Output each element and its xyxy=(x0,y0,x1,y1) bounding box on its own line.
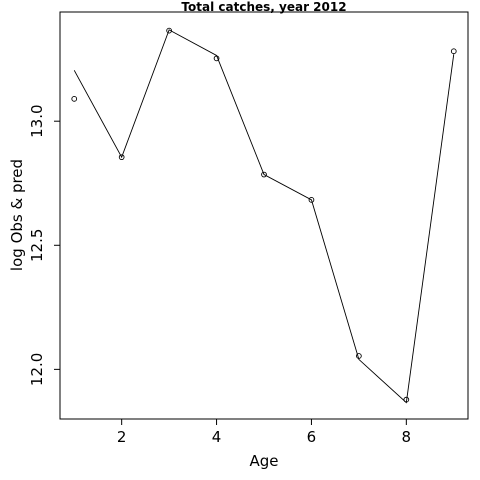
plot-frame xyxy=(59,11,469,420)
x-axis: 2 4 6 8 xyxy=(117,418,412,446)
x-tick-label: 2 xyxy=(117,428,127,446)
data-point xyxy=(166,27,172,34)
x-tick-label: 6 xyxy=(307,428,317,446)
data-point xyxy=(118,154,125,161)
data-point xyxy=(261,171,267,178)
x-axis-title: Age xyxy=(249,452,278,470)
chart-title: Total catches, year 2012 xyxy=(181,0,346,14)
y-axis-title: log Obs & pred xyxy=(8,159,26,271)
y-tick-label: 12.5 xyxy=(28,229,46,262)
y-axis: 12.0 12.5 13.0 xyxy=(28,104,61,386)
data-point xyxy=(71,96,78,102)
data-point xyxy=(308,197,315,203)
data-point xyxy=(450,48,457,55)
series-line xyxy=(73,29,455,404)
series-layer xyxy=(71,27,457,404)
y-tick-label: 13.0 xyxy=(28,104,46,137)
y-tick-label: 12.0 xyxy=(28,353,46,386)
x-tick-label: 8 xyxy=(402,428,412,446)
x-tick-label: 4 xyxy=(212,428,222,446)
